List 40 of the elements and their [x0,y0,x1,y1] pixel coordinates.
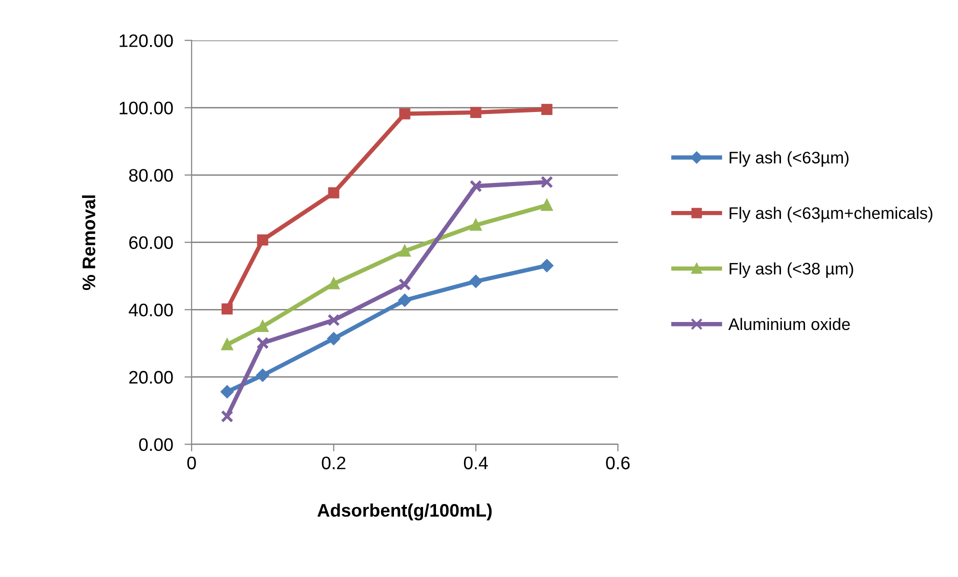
y-tick-label: 80.00 [129,168,173,182]
point [257,320,268,332]
point [327,332,340,345]
legend-label: Fly ash (<63µm) [730,151,849,167]
point [470,180,482,192]
point [470,275,482,288]
point [399,108,410,120]
point [222,339,233,350]
legend-label: Fly ash (<38 µm) [730,262,854,278]
point [541,200,552,211]
y-tick-label: 100.00 [120,102,173,114]
legend-label: Aluminium oxide [728,318,850,330]
point [470,220,482,231]
point [540,259,554,272]
y-tick-label: 120.00 [120,34,173,48]
point [220,410,234,423]
point [328,278,340,290]
legend-label: Fly ash (<63µm+chemicals) [730,206,932,222]
x-tick-label: 0.2 [322,456,346,470]
x-tick-label: 0 [187,456,196,470]
x-axis-title: Adsorbent(g/100mL) [317,503,492,520]
point [470,106,482,118]
point [541,104,552,115]
point [220,385,234,398]
point [222,303,233,315]
x-tick-label: 0.4 [464,456,488,470]
point [327,314,340,326]
point [256,336,269,350]
point [398,278,412,291]
y-tick-label: 60.00 [129,236,173,250]
y-tick-label: 0.00 [139,438,173,452]
y-axis-title: % Removal [82,195,96,290]
point [257,234,268,246]
point [256,368,269,382]
y-tick-label: 40.00 [128,304,173,316]
point [540,176,554,188]
point [398,294,412,307]
y-tick-label: 20.00 [129,370,173,384]
point [328,187,340,198]
x-tick-label: 0.6 [606,456,630,470]
